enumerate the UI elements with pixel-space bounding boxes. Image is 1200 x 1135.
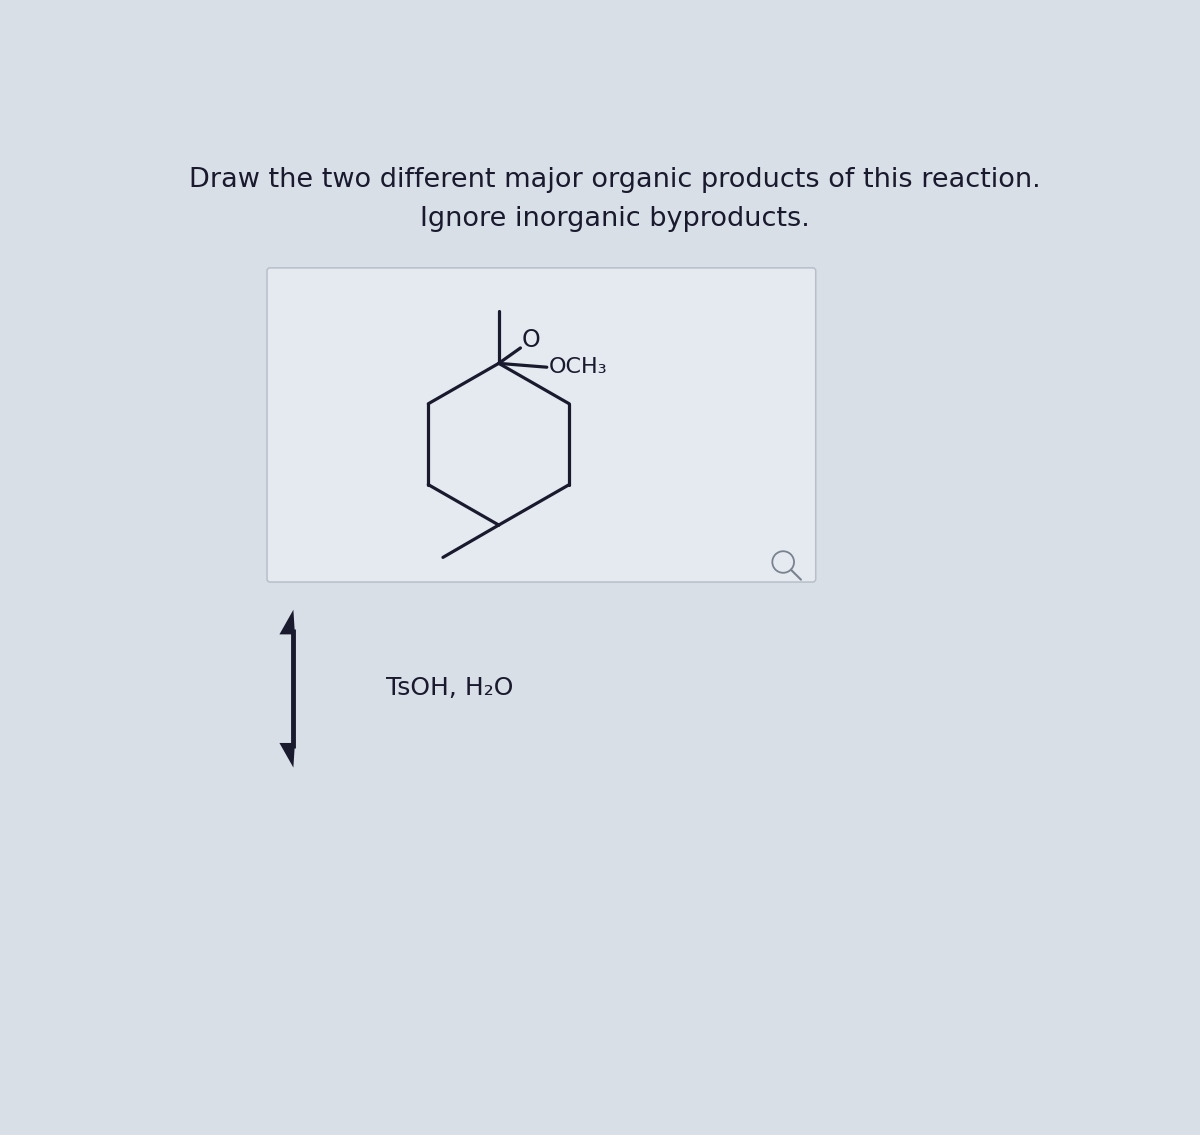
Text: O: O <box>522 328 541 352</box>
Polygon shape <box>280 609 295 634</box>
Text: Draw the two different major organic products of this reaction.: Draw the two different major organic pro… <box>190 167 1040 193</box>
Text: OCH₃: OCH₃ <box>550 358 607 377</box>
Polygon shape <box>280 743 295 767</box>
Text: TsOH, H₂O: TsOH, H₂O <box>386 676 514 700</box>
Text: Ignore inorganic byproducts.: Ignore inorganic byproducts. <box>420 205 810 232</box>
FancyBboxPatch shape <box>268 268 816 582</box>
